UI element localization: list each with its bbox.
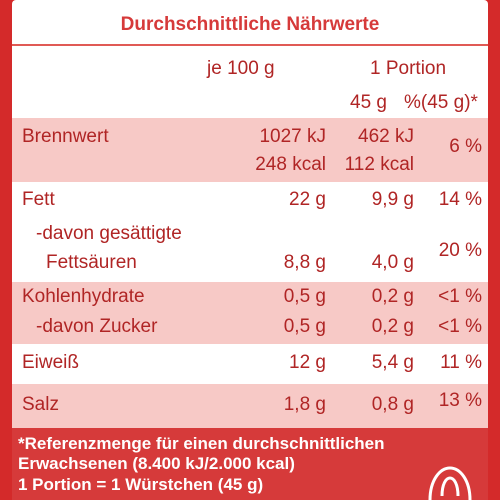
row-portion: 5,4 g <box>371 352 414 373</box>
table-row-fett: Fett 22 g 9,9 g 14 % <box>12 182 488 220</box>
row-per100-zucker: 0,5 g <box>283 316 326 337</box>
table-row-salz: Salz 1,8 g 0,8 g 13 % <box>12 384 488 428</box>
row-per100: 1,8 g <box>283 394 326 415</box>
row-portion: 4,0 g <box>371 252 414 273</box>
row-percent-zucker: <1 % <box>438 316 482 337</box>
row-label: Kohlenhydrate <box>22 286 145 307</box>
row-label: Eiweiß <box>22 352 80 373</box>
row-percent: 6 % <box>449 136 482 157</box>
row-portion: 0,2 g <box>371 286 414 307</box>
row-percent: 11 % <box>440 352 482 373</box>
row-portion-kcal: 112 kcal <box>344 154 414 175</box>
row-portion: 0,8 g <box>371 394 414 415</box>
row-label-2: Fettsäuren <box>46 252 137 273</box>
table-row-eiweiss: Eiweiß 12 g 5,4 g 11 % <box>12 344 488 384</box>
row-per100: 1027 kJ <box>259 126 326 147</box>
row-label: -davon gesättigte <box>36 223 182 244</box>
row-percent: 14 % <box>438 189 482 210</box>
row-label: Brennwert <box>22 126 109 147</box>
row-label-zucker: -davon Zucker <box>36 316 158 337</box>
row-portion-zucker: 0,2 g <box>371 316 414 337</box>
row-label: Fett <box>22 189 55 210</box>
header-portion-grams: 45 g <box>350 92 387 113</box>
table-row-gesaettigte: -davon gesättigte Fettsäuren 8,8 g 4,0 g… <box>12 220 488 282</box>
row-per100-kcal: 248 kcal <box>255 154 326 175</box>
row-percent: 20 % <box>438 240 482 261</box>
row-per100: 22 g <box>289 189 326 210</box>
row-percent: <1 % <box>438 286 482 307</box>
header-portion: 1 Portion <box>370 58 447 79</box>
row-portion: 9,9 g <box>371 189 414 210</box>
footnote: *Referenzmenge für einen durchschnittlic… <box>12 428 488 500</box>
footnote-line-2: Erwachsenen (8.400 kJ/2.000 kcal) <box>18 454 295 473</box>
row-portion: 462 kJ <box>358 126 414 147</box>
row-per100: 8,8 g <box>283 252 326 273</box>
row-per100: 12 g <box>289 352 326 373</box>
footnote-line-1: *Referenzmenge für einen durchschnittlic… <box>18 434 385 453</box>
header-per100: je 100 g <box>207 58 275 79</box>
table-row-kohlenhydrate: Kohlenhydrate 0,5 g 0,2 g <1 % -davon Zu… <box>12 282 488 344</box>
row-label: Salz <box>22 394 59 415</box>
table-row-brennwert: Brennwert 1027 kJ 462 kJ 6 % 248 kcal 11… <box>12 118 488 182</box>
header-percent: %(45 g)* <box>404 92 478 113</box>
row-percent: 13 % <box>438 390 482 411</box>
row-per100: 0,5 g <box>283 286 326 307</box>
footnote-line-3: 1 Portion = 1 Würstchen (45 g) <box>18 475 264 494</box>
nutrition-label: Durchschnittliche Nährwerte je 100 g 1 P… <box>12 0 488 500</box>
nutrition-title: Durchschnittliche Nährwerte <box>120 14 380 35</box>
title-divider <box>12 44 488 46</box>
recycle-icon <box>428 466 472 500</box>
